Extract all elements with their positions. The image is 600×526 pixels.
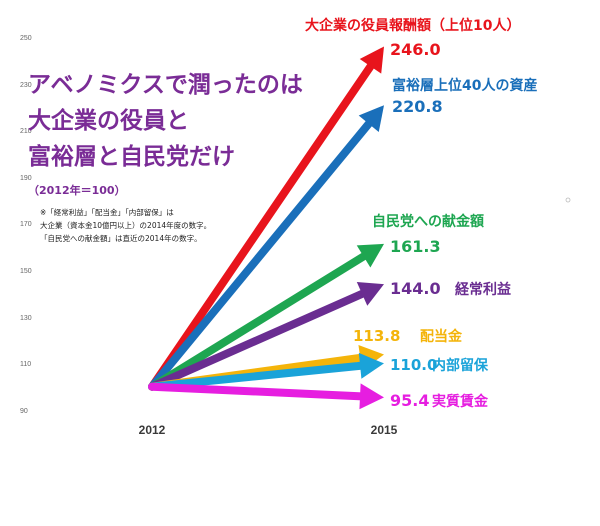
series-arrowhead-0 [359,46,384,74]
chart-note-line-1: ※「経常利益」「配当金」「内部留保」は [40,207,174,217]
series-arrowhead-2 [356,243,384,268]
y-tick-label: 130 [20,315,32,322]
series-arrowhead-6 [359,383,384,410]
y-tick-label: 210 [20,128,32,135]
series-name-label-6: 実質賃金 [432,393,489,410]
y-tick-label: 230 [20,82,32,89]
series-line-6 [148,382,367,401]
y-tick-label: 150 [20,268,32,275]
chart-subtitle: （2012年＝100） [28,183,126,197]
y-tick-label: 170 [20,221,32,228]
y-tick-label: 250 [20,35,32,42]
y-tick-label: 90 [20,408,28,415]
series-arrowhead-5 [358,352,384,379]
series-name-label-2: 自民党への献金額 [372,213,484,230]
x-tick-label-2012: 2012 [139,423,166,437]
series-value-label-2: 161.3 [390,237,441,256]
series-arrowhead-3 [356,281,384,306]
series-line-5 [148,361,367,391]
series-line-3 [148,289,368,391]
series-value-label-4: 113.8 [353,327,400,345]
series-value-label-0: 246.0 [390,40,441,59]
series-value-label-1: 220.8 [392,97,443,116]
series-line-2 [148,251,370,391]
series-line-1 [148,118,375,391]
series-name-label-4: 配当金 [420,328,463,345]
series-arrowhead-1 [358,105,384,133]
series-value-label-6: 95.4 [390,391,429,410]
x-tick-label-2015: 2015 [371,423,398,437]
series-name-label-3: 経常利益 [455,281,511,298]
chart-note-line-2: 大企業（資本金10億円以上）の2014年度の数字。 [40,220,211,230]
decorative-dot [565,197,571,203]
series-value-label-3: 144.0 [390,279,441,298]
series-name-label-1: 富裕層上位40人の資産 [392,77,537,94]
chart-title-line-3: 富裕層と自民党だけ [28,143,235,170]
y-tick-label: 110 [20,361,31,368]
chart-note-line-3: 「自民党への献金額」は直近の2014年の数字。 [40,233,202,243]
series-value-label-5: 110.0 [390,356,437,374]
chart-title-line-1: アベノミクスで潤ったのは [28,72,303,98]
series-line-0 [148,60,376,391]
chart-title-line-2: 大企業の役員と [28,107,189,134]
y-tick-label: 190 [20,175,32,182]
series-name-label-5: 内部留保 [432,357,489,374]
series-name-label-0: 大企業の役員報酬額（上位10人） [305,17,520,34]
